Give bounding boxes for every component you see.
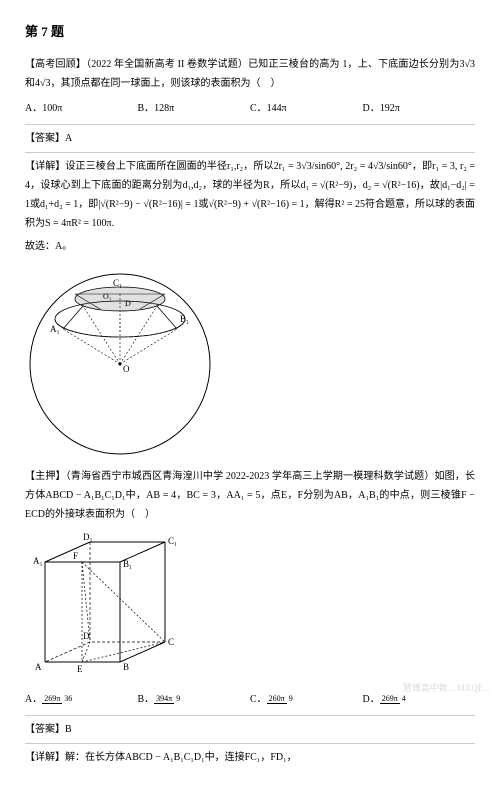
label-d1: D₁ <box>83 532 93 542</box>
label-f: F <box>73 551 78 561</box>
problem2-text: 【主押】（青海省西宁市城西区青海湟川中学 2022-2023 学年高三上学期一模… <box>25 467 475 524</box>
choice-c: C．144π <box>250 99 363 118</box>
detail2: 【详解】解：在长方体ABCD − A₁B₁C₁D₁中，连接FC₁，FD₁， <box>25 748 475 767</box>
conclusion1: 故选：A。 <box>25 237 475 256</box>
answer1: 【答案】A <box>25 129 475 148</box>
sphere-diagram: C₁ O₁ D B₁ A₁ O <box>25 264 475 459</box>
label-c1b: C₁ <box>168 536 177 546</box>
choice2-c: C．260π9 <box>250 690 363 709</box>
cuboid-diagram: D₁ C₁ A₁ B₁ F D C A B E <box>25 532 475 682</box>
label-a1: A₁ <box>50 324 60 334</box>
divider <box>25 124 475 125</box>
choice2-a: A．269π36 <box>25 690 138 709</box>
label-db: D <box>83 631 90 641</box>
label-b1: B₁ <box>180 314 189 324</box>
watermark: 慧博高中数... MXQE... <box>403 680 490 697</box>
label-d: D <box>125 299 131 308</box>
choice2-b: B．394π9 <box>138 690 251 709</box>
question-title: 第 7 题 <box>25 20 475 45</box>
choice-d: D．192π <box>363 99 476 118</box>
label-e: E <box>77 664 83 674</box>
problem1-choices: A．100π B．128π C．144π D．192π <box>25 99 475 118</box>
label-cb: C <box>168 637 174 647</box>
label-ab: A <box>35 662 42 672</box>
divider <box>25 152 475 153</box>
answer2: 【答案】B <box>25 720 475 739</box>
label-c1: C₁ <box>113 278 122 288</box>
divider <box>25 743 475 744</box>
label-b1b: B₁ <box>123 559 132 569</box>
detail1: 【详解】设正三棱台上下底面所在圆面的半径r₁,r₂，所以2r₁ = 3√3/si… <box>25 157 475 233</box>
choice-a: A．100π <box>25 99 138 118</box>
label-o: O <box>123 364 130 374</box>
divider <box>25 715 475 716</box>
label-bb: B <box>123 662 129 672</box>
problem1-text: 【高考回顾】（2022 年全国新高考 II 卷数学试题）已知正三棱台的高为 1，… <box>25 55 475 93</box>
label-o1: O₁ <box>103 292 112 301</box>
choice-b: B．128π <box>138 99 251 118</box>
label-a1b: A₁ <box>33 556 43 566</box>
